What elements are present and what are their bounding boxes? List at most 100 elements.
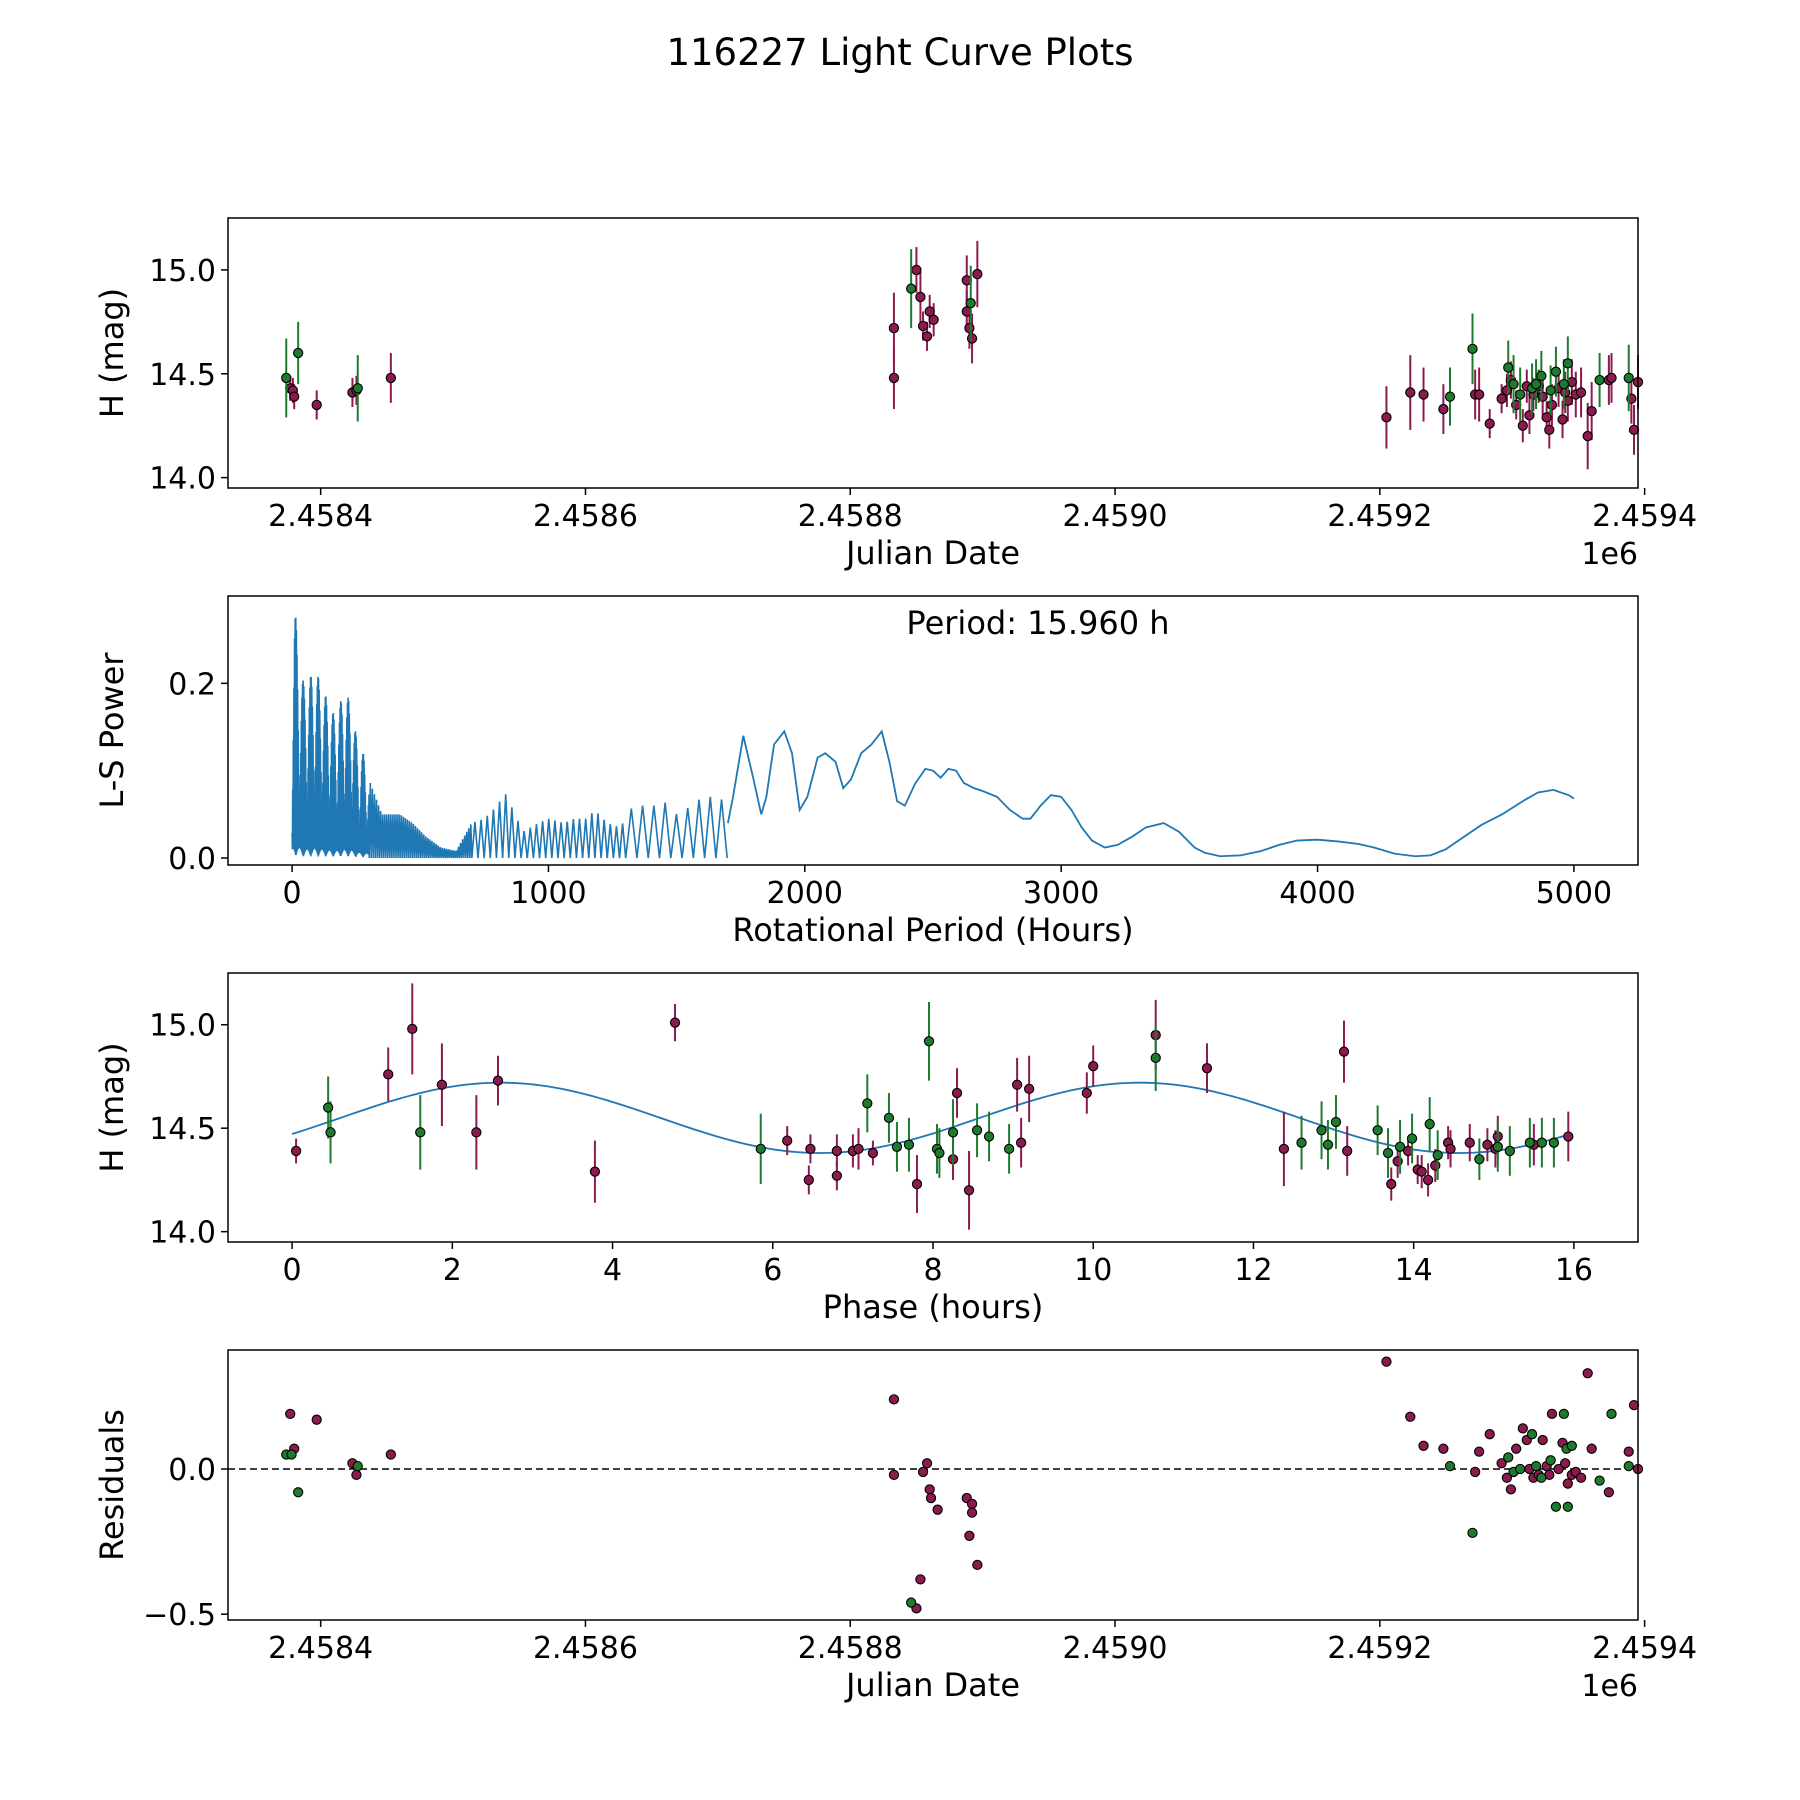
data-point	[1606, 372, 1617, 384]
data-point	[964, 1530, 975, 1541]
data-point	[1575, 387, 1587, 398]
data-point	[932, 1504, 943, 1515]
axes-frame	[227, 1349, 1639, 1621]
data-point	[921, 331, 933, 342]
data-point	[1464, 1137, 1475, 1148]
data-point	[1418, 389, 1429, 400]
data-point	[322, 1102, 334, 1113]
data-point	[1545, 385, 1556, 396]
data-point	[1444, 391, 1456, 402]
data-point	[966, 1498, 978, 1510]
y-tick-label: 15.0	[149, 254, 216, 289]
filter-o-series	[285, 1356, 1644, 1614]
filter-c-series	[281, 249, 1634, 426]
data-point	[805, 1143, 816, 1155]
data-point	[831, 1145, 843, 1157]
data-point	[293, 347, 304, 359]
data-point	[1515, 1463, 1526, 1475]
x-tick-label: 2.4590	[1063, 1631, 1168, 1666]
filter-c-series	[281, 1408, 1634, 1608]
data-point	[1438, 403, 1449, 415]
data-point	[1560, 1458, 1571, 1469]
data-point	[782, 1135, 793, 1146]
data-point	[1553, 1463, 1564, 1475]
data-point	[1536, 1472, 1547, 1483]
data-point	[924, 1484, 935, 1495]
filter-c-series	[322, 1001, 1560, 1185]
y-axis-label: H (mag)	[93, 1042, 131, 1172]
data-point	[1467, 1527, 1478, 1539]
x-tick-label: 0	[283, 876, 302, 911]
data-point	[351, 1469, 362, 1480]
data-point	[1150, 1052, 1161, 1063]
data-point	[911, 1178, 923, 1190]
data-point	[1023, 1083, 1035, 1095]
data-point	[1582, 1368, 1593, 1379]
data-point	[1338, 1046, 1350, 1057]
data-point	[1003, 1143, 1015, 1155]
data-point	[352, 383, 363, 394]
data-point	[1511, 1443, 1522, 1454]
data-point	[925, 1492, 937, 1504]
data-point	[1526, 1429, 1538, 1440]
data-point	[1562, 1501, 1573, 1512]
data-point	[1405, 387, 1416, 398]
data-point	[947, 1127, 959, 1138]
data-point	[1496, 393, 1507, 404]
x-tick-label: 2.4584	[268, 499, 373, 534]
data-point	[1394, 1141, 1406, 1152]
data-point	[1536, 1137, 1548, 1148]
data-point	[1515, 389, 1526, 400]
x-tick-label: 2.4592	[1327, 499, 1432, 534]
phase-folded-panel: 0 2 4 6 8 10 12 14 16 14.0 14.5 15.0 Phase (hours) H …	[93, 972, 1639, 1326]
data-point	[1081, 1087, 1092, 1099]
x-axis-label: Rotational Period (Hours)	[732, 911, 1133, 949]
data-point	[972, 268, 983, 280]
data-point	[1594, 1475, 1605, 1486]
y-axis-label: Residuals	[93, 1409, 131, 1561]
data-point	[1473, 389, 1485, 400]
data-point	[352, 1460, 363, 1472]
data-point	[1550, 366, 1562, 377]
periodogram-short-period-series	[291, 617, 728, 859]
x-tick-label: 4000	[1279, 876, 1355, 911]
data-point	[983, 1131, 995, 1142]
data-point	[383, 1069, 394, 1080]
data-point	[1524, 1137, 1535, 1148]
data-point	[853, 1143, 864, 1155]
data-point	[436, 1079, 448, 1090]
data-point	[311, 399, 322, 411]
data-point	[1405, 1411, 1416, 1422]
data-point	[1381, 412, 1392, 423]
data-point	[966, 1507, 978, 1518]
data-point	[1316, 1125, 1327, 1136]
data-point	[1546, 1408, 1558, 1420]
data-point	[1536, 370, 1547, 381]
y-tick-label: 15.0	[149, 1009, 216, 1044]
data-point	[669, 1017, 681, 1028]
x-tick-label: 5000	[1536, 876, 1612, 911]
data-point	[906, 1597, 917, 1608]
data-point	[888, 322, 900, 334]
data-point	[888, 372, 900, 384]
data-point	[966, 333, 978, 344]
periodogram-long-period-series	[727, 729, 1575, 858]
x-tick-label: 2.4584	[268, 1631, 373, 1666]
x-tick-label: 2.4594	[1592, 499, 1697, 534]
data-point	[1586, 406, 1597, 417]
data-point	[1623, 372, 1634, 384]
y-tick-label: 0.0	[168, 1453, 216, 1488]
data-point	[1530, 379, 1542, 390]
data-point	[831, 1170, 843, 1181]
data-point	[1544, 424, 1555, 435]
data-point	[407, 1023, 418, 1035]
x-tick-label: 4	[603, 1253, 622, 1288]
data-point	[1503, 362, 1514, 373]
x-tick-label: 6	[763, 1253, 782, 1288]
data-point	[1372, 1125, 1383, 1136]
x-axis-label: Julian Date	[844, 1666, 1020, 1704]
data-point	[289, 391, 300, 402]
filter-o-series	[285, 240, 1644, 470]
x-tick-label: 2	[443, 1253, 462, 1288]
data-point	[1575, 1472, 1587, 1483]
